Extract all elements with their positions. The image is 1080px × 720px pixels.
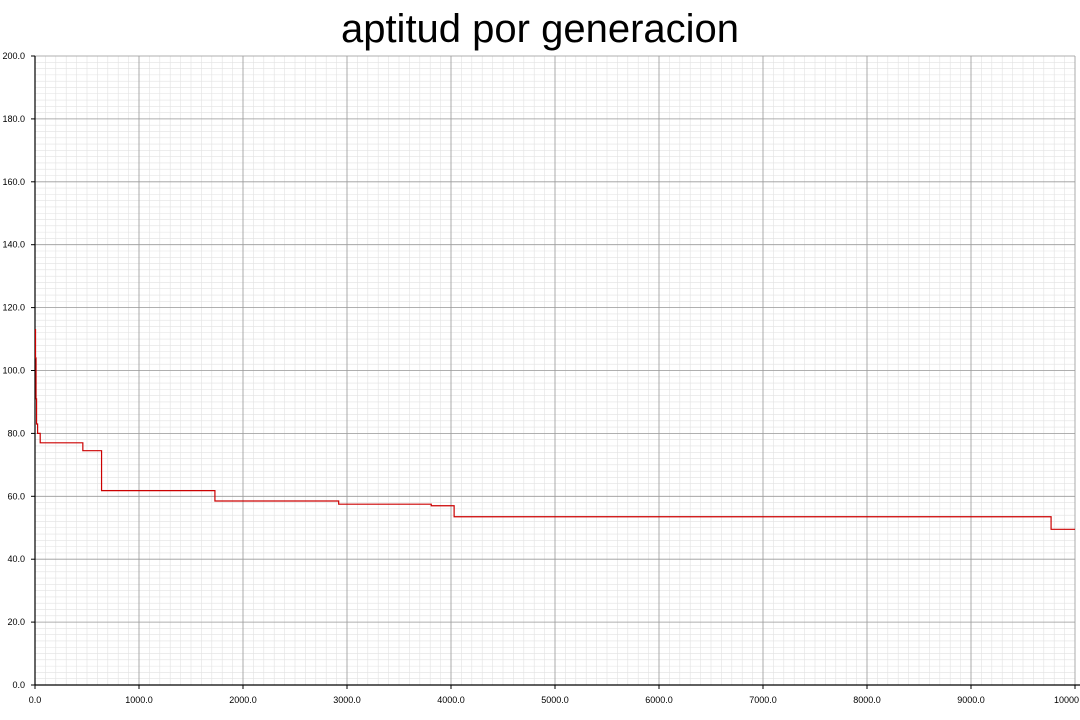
x-tick-label: 9000.0 xyxy=(957,695,985,705)
y-tick-label: 160.0 xyxy=(2,177,25,187)
x-tick-label: 5000.0 xyxy=(541,695,569,705)
x-tick-label: 2000.0 xyxy=(229,695,257,705)
series-line xyxy=(34,329,1075,530)
y-tick-label: 180.0 xyxy=(2,114,25,124)
x-tick-label: 1000.0 xyxy=(125,695,153,705)
x-tick-label: 6000.0 xyxy=(645,695,673,705)
x-tick-label: 0.0 xyxy=(29,695,42,705)
y-tick-label: 120.0 xyxy=(2,303,25,313)
axes xyxy=(31,55,1080,689)
x-tick-label: 3000.0 xyxy=(333,695,361,705)
series-layer xyxy=(34,329,1075,530)
chart-title: aptitud por generacion xyxy=(340,7,740,51)
x-tick-label: 7000.0 xyxy=(749,695,777,705)
y-tick-label: 80.0 xyxy=(7,428,25,438)
y-tick-label: 140.0 xyxy=(2,240,25,250)
y-tick-label: 0.0 xyxy=(12,680,25,690)
x-tick-label: 4000.0 xyxy=(437,695,465,705)
x-tick-label: 10000 xyxy=(1054,695,1079,705)
y-tick-label: 200.0 xyxy=(2,51,25,61)
x-tick-label: 8000.0 xyxy=(853,695,881,705)
y-tick-label: 20.0 xyxy=(7,617,25,627)
y-tick-label: 60.0 xyxy=(7,491,25,501)
y-tick-label: 100.0 xyxy=(2,366,25,376)
y-tick-label: 40.0 xyxy=(7,554,25,564)
tick-labels: 0.0 20.0 40.0 60.0 80.0 100.0 120.0 140.0 160.0 1… xyxy=(2,51,1079,705)
